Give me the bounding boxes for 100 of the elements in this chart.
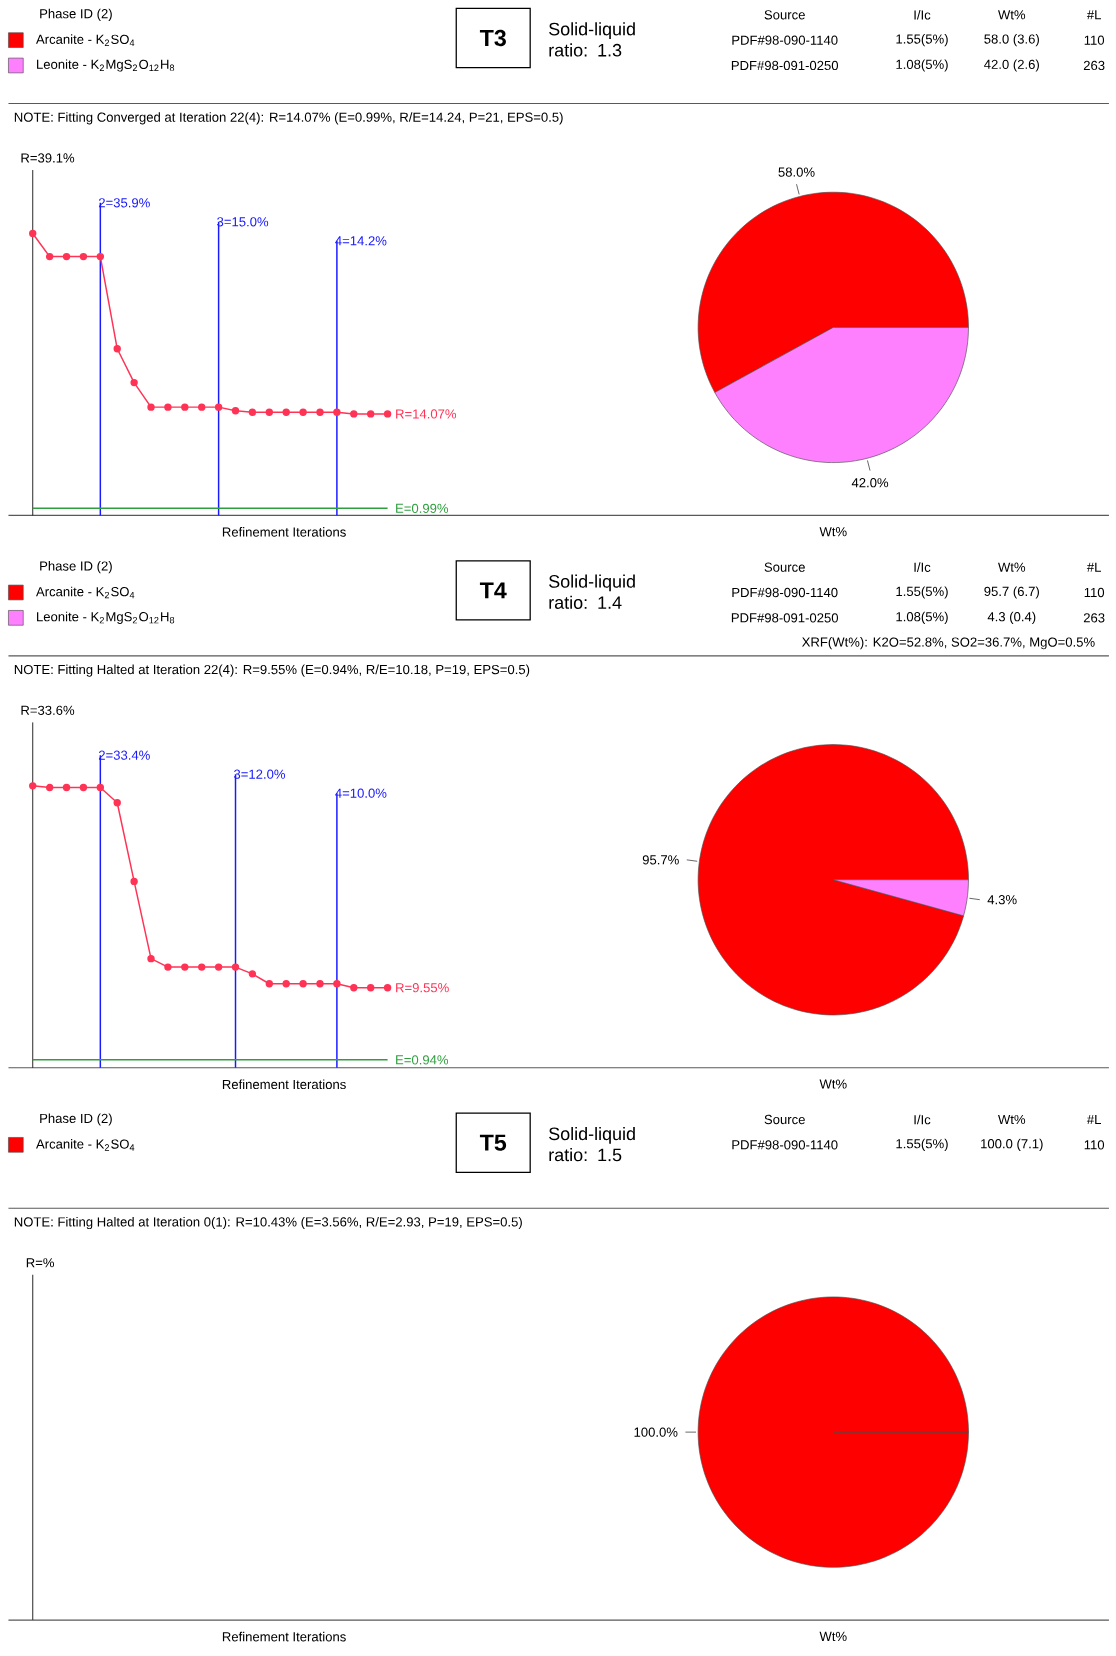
text: Wt%: [819, 1631, 847, 1641]
y-axis-title: R=39.1%: [21, 153, 74, 163]
data-label: 42.0%: [851, 478, 888, 488]
category-label: I/Ic: [914, 562, 931, 572]
text: 263: [1083, 60, 1105, 71]
text: 58.0 (3.6): [984, 34, 1039, 47]
text: 1.08(5%): [896, 59, 948, 72]
text: 1.08(5%): [896, 611, 948, 624]
point: [248, 408, 256, 416]
point: [349, 983, 358, 992]
category-label: I/Ic: [914, 9, 931, 20]
point: [79, 783, 87, 792]
point: [214, 963, 223, 971]
text: Solid-liquid ratio: 1.3: [548, 22, 635, 57]
data-label: 100.0%: [634, 1427, 678, 1437]
text: R=%: [26, 1258, 54, 1268]
text: 42.0 (2.6): [983, 59, 1039, 72]
category-label: #L: [1086, 10, 1101, 20]
text: NOTE: Fitting Halted at Iteration 22(4): R=9.55% (E=0.94%, R/E=10.18, P=19, EPS=0.5): [14, 664, 530, 677]
category-label: Wt%: [997, 1114, 1025, 1125]
point: [231, 407, 240, 415]
text: 110: [1084, 35, 1104, 45]
text: 1.55(5%): [896, 586, 948, 599]
category-label: Source: [764, 10, 805, 20]
category-label: I/Ic: [914, 1114, 931, 1125]
legend-title: Phase ID (2): [40, 1113, 112, 1126]
text: 4.3 (0.4): [987, 611, 1036, 624]
text: Refinement Iterations: [222, 1631, 346, 1642]
point: [147, 954, 155, 963]
point: [96, 252, 104, 261]
point: [45, 252, 54, 261]
text: PDF#98-091-0250: [731, 613, 838, 623]
text: E=0.94%: [395, 1055, 448, 1065]
category-label: #L: [1086, 1115, 1101, 1125]
text: Solid-liquid ratio: 1.4: [548, 574, 635, 609]
legend-title: Phase ID (2): [40, 561, 112, 574]
point: [383, 410, 392, 418]
text: 263: [1083, 613, 1105, 623]
text: PDF#98-091-0250: [731, 60, 838, 71]
text: R=14.07%: [395, 409, 456, 419]
category-label: Wt%: [997, 562, 1025, 572]
text: PDF#98-090-1140: [732, 587, 838, 598]
point: [62, 783, 71, 792]
text: 1.55(5%): [896, 34, 948, 47]
text: T3: [479, 29, 506, 47]
point: [299, 980, 307, 988]
point: [265, 980, 273, 988]
annotation: 4=10.0%: [335, 788, 387, 798]
category-label: Wt%: [997, 10, 1025, 20]
text: 1.55(5%): [896, 1138, 948, 1151]
point: [28, 782, 37, 790]
category-label: #L: [1086, 562, 1101, 572]
point: [197, 403, 206, 411]
point: [180, 403, 189, 411]
point: [147, 403, 155, 411]
point: [164, 963, 172, 971]
category-label: Source: [764, 1114, 805, 1125]
point: [79, 252, 87, 261]
text: E=0.99%: [395, 503, 448, 513]
point: [316, 980, 324, 988]
point: [333, 980, 341, 988]
point: [366, 410, 375, 418]
text: 95.7 (6.7): [984, 586, 1039, 599]
point: [333, 408, 341, 416]
text: R=9.55%: [395, 983, 449, 993]
point: [265, 408, 273, 416]
text: 100.0 (7.1): [980, 1138, 1043, 1151]
legend-label: Leonite - K$_{2}$MgS$_{2}$O$_{12}$H$_{8}$: [36, 611, 174, 624]
text: 2=33.4%: [98, 750, 150, 760]
point: [130, 877, 138, 886]
point: [130, 378, 138, 387]
text: PDF#98-090-1140: [732, 1140, 838, 1150]
point: [113, 799, 121, 807]
point: [316, 408, 324, 416]
text: NOTE: Fitting Converged at Iteration 22(4): R=14.07% (E=0.99%, R/E=14.24, P=21, EPS=0.5): [14, 112, 563, 125]
text: Wt%: [819, 1079, 847, 1089]
text: 110: [1084, 1140, 1104, 1150]
point: [282, 980, 290, 988]
x-axis-title: Refinement Iterations: [222, 527, 346, 537]
point: [62, 252, 71, 261]
point: [349, 410, 358, 418]
legend-label: Arcanite - K$_{2}$SO$_{4}$: [35, 1139, 135, 1151]
text: PDF#98-090-1140: [732, 35, 838, 45]
point: [197, 963, 206, 971]
data-label: 58.0%: [778, 167, 815, 177]
point: [282, 408, 290, 416]
point: [366, 983, 375, 992]
legend-label: Arcanite - K$_{2}$SO$_{4}$: [35, 586, 135, 599]
point: [180, 963, 189, 971]
text: T4: [479, 582, 507, 599]
text: Solid-liquid ratio: 1.5: [548, 1126, 635, 1162]
data-label: 4.3%: [987, 895, 1017, 905]
legend-label: Leonite - K$_{2}$MgS$_{2}$O$_{12}$H$_{8}$: [36, 59, 174, 72]
point: [383, 983, 392, 992]
text: XRF(Wt%): K2O=52.8%, SO2=36.7%, MgO=0.5%: [801, 637, 1095, 650]
text: T5: [479, 1134, 506, 1151]
point: [28, 229, 37, 238]
data-label: 95.7%: [642, 855, 679, 865]
x-axis-title: Refinement Iterations: [222, 1079, 346, 1090]
point: [45, 783, 54, 792]
